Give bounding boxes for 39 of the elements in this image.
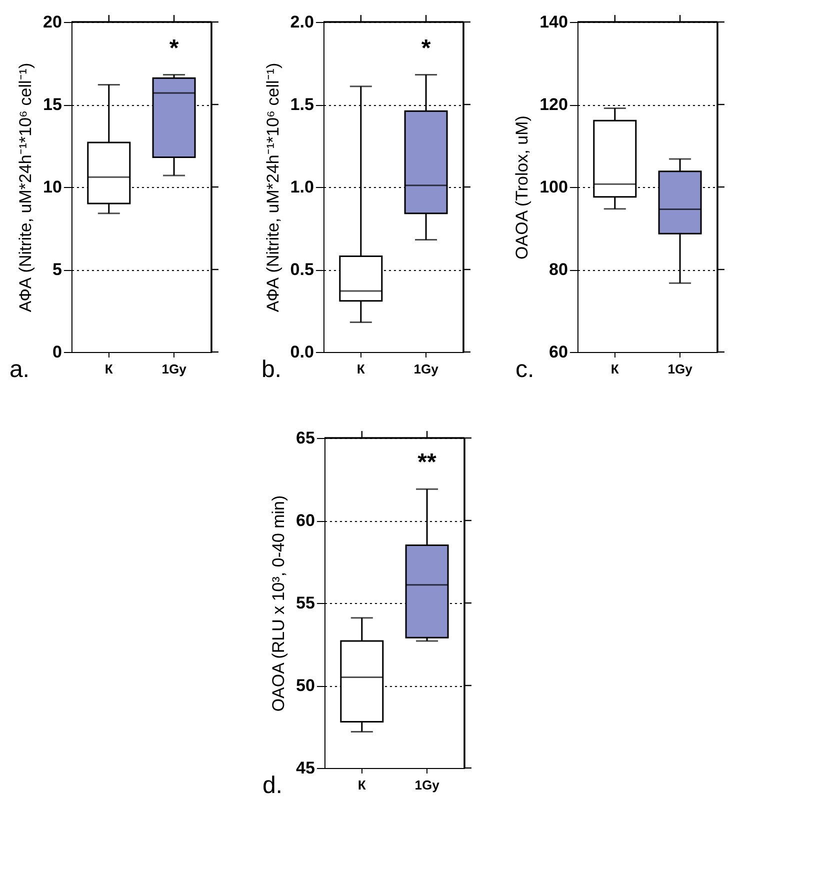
text: a. [9,356,30,383]
y-axis-title: АФА (Nitrite, uM*24h⁻¹*10⁶ cell⁻¹) [263,62,282,312]
y-tick-label: 0 [52,342,62,362]
x-tick-label: 1Gy [162,362,188,376]
y-tick-label: 60 [549,342,568,362]
annotation: * [421,34,432,62]
y-tick-label: 0.0 [290,342,314,362]
text: c. [515,356,534,383]
y-tick-label: 20 [43,12,62,32]
y-tick-label: 15 [43,95,62,114]
y-tick-label: 45 [296,758,315,778]
y-tick-label: 55 [296,594,315,612]
annotation: ** [418,449,438,476]
y-tick-label: 60 [296,511,315,530]
text: d. [262,772,282,799]
y-tick-label: 65 [296,428,315,448]
annotation: * [169,34,180,62]
x-tick-label: К [104,362,113,376]
y-tick-label: 100 [540,178,568,196]
x-tick-label: К [610,362,619,376]
y-tick-label: 80 [549,260,568,279]
y-axis-title: АФА (Nitrite, uM*24h⁻¹*10⁶ cell⁻¹) [16,62,36,312]
x-tick-label: 1Gy [414,362,440,376]
y-tick-label: 50 [296,676,315,695]
text: b. [261,356,282,383]
y-tick-label: 140 [540,12,568,32]
y-tick-label: 1.5 [290,95,314,114]
x-tick-label: К [356,362,365,376]
x-tick-label: 1Gy [414,778,440,792]
x-tick-label: 1Gy [668,362,694,376]
y-axis-title: OAOA (RLU x 10³, 0-40 min) [269,495,288,712]
y-tick-label: 10 [43,178,62,196]
x-tick-label: К [358,778,366,792]
y-tick-label: 120 [540,95,568,114]
y-tick-label: 2.0 [290,12,314,32]
y-tick-label: 5 [52,260,62,279]
y-axis-title: OAOA (Trolox, uM) [512,116,532,260]
y-tick-label: 1.0 [290,178,314,196]
y-tick-label: 0.5 [290,260,314,279]
